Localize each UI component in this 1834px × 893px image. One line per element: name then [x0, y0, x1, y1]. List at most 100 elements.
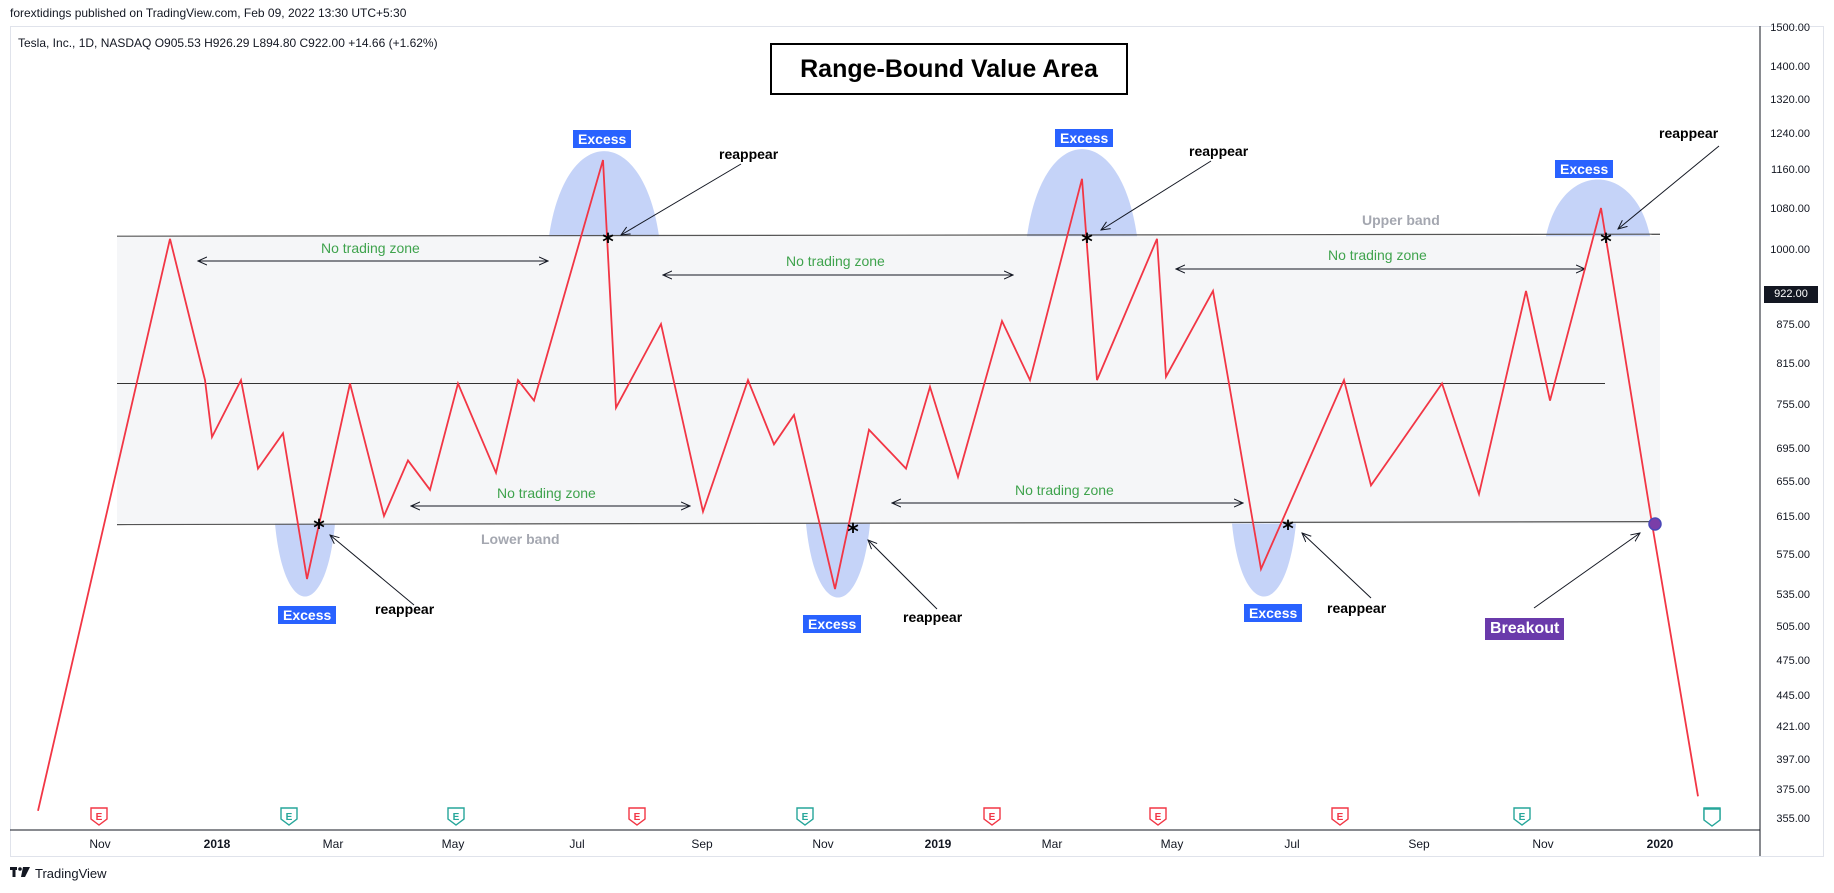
earnings-icon [90, 807, 108, 826]
earnings-icon [983, 807, 1001, 826]
y-tick-label: 615.00 [1776, 511, 1810, 523]
x-tick-label: 2019 [925, 837, 952, 851]
reappear-label: reappear [1189, 143, 1249, 159]
upper-band-label: Upper band [1362, 212, 1440, 228]
annotation-arrow [1302, 533, 1372, 599]
reappear-label: reappear [1659, 125, 1719, 141]
earnings-icon [1331, 807, 1349, 826]
x-tick-label: May [442, 837, 465, 851]
reappear-marker: * [1282, 517, 1294, 542]
tradingview-logo-icon [10, 866, 30, 881]
y-tick-label: 475.00 [1776, 655, 1810, 667]
x-tick-label: Mar [323, 837, 344, 851]
price-series-line [37, 159, 1699, 812]
x-tick-label: Sep [691, 837, 713, 851]
y-tick-label: 1240.00 [1770, 128, 1810, 140]
tradingview-logo-text: TradingView [35, 866, 107, 881]
earnings-icon-label: E [1155, 812, 1162, 823]
earnings-icon [447, 807, 465, 826]
x-tick-label: Nov [812, 837, 833, 851]
earnings-icon-label: E [286, 812, 293, 823]
lower-band-line [116, 520, 1661, 526]
excess-badge: Excess [803, 615, 862, 633]
x-tick-label: Mar [1042, 837, 1063, 851]
breakout-point [1648, 517, 1662, 531]
y-tick-label: 1080.00 [1770, 203, 1810, 215]
publish-header: forextidings published on TradingView.co… [10, 6, 407, 20]
annotation-arrow [1533, 533, 1640, 609]
earnings-icon [796, 807, 814, 826]
symbol-info: Tesla, Inc., 1D, NASDAQ O905.53 H926.29 … [18, 36, 438, 50]
chart-frame [10, 26, 1824, 857]
annotation-arrow [1618, 145, 1720, 229]
earnings-icon [1513, 807, 1531, 826]
x-tick-label: Nov [1532, 837, 1553, 851]
y-tick-label: 1000.00 [1770, 244, 1810, 256]
reappear-label: reappear [719, 146, 779, 162]
reappear-marker: * [847, 520, 859, 545]
earnings-icon-label: E [989, 812, 996, 823]
y-tick-label: 375.00 [1776, 784, 1810, 796]
no-trading-zone-label: No trading zone [1328, 247, 1427, 263]
y-tick-label: 1400.00 [1770, 61, 1810, 73]
y-tick-label: 875.00 [1776, 319, 1810, 331]
no-trading-zone-label: No trading zone [497, 485, 596, 501]
last-price-tag: 922.00 [1764, 286, 1818, 303]
earnings-icon [1703, 808, 1721, 827]
y-tick-label: 1500.00 [1770, 22, 1810, 34]
no-trading-zone-label: No trading zone [1015, 482, 1114, 498]
excess-badge: Excess [278, 606, 337, 624]
y-tick-label: 755.00 [1776, 399, 1810, 411]
chart-title: Range-Bound Value Area [770, 43, 1128, 95]
reappear-label: reappear [903, 609, 963, 625]
value-area-band [117, 236, 1660, 524]
annotation-arrow [621, 163, 742, 235]
y-tick-label: 445.00 [1776, 690, 1810, 702]
earnings-icon-label: E [453, 812, 460, 823]
reappear-marker: * [602, 230, 614, 255]
y-tick-label: 1320.00 [1770, 94, 1810, 106]
y-tick-label: 421.00 [1776, 721, 1810, 733]
y-tick-label: 575.00 [1776, 549, 1810, 561]
y-tick-label: 695.00 [1776, 443, 1810, 455]
no-trading-zone-label: No trading zone [321, 240, 420, 256]
excess-area [806, 523, 870, 598]
x-tick-label: Sep [1408, 837, 1430, 851]
x-tick-label: 2020 [1647, 837, 1674, 851]
reappear-marker: * [1600, 230, 1612, 255]
y-tick-label: 1160.00 [1771, 164, 1810, 176]
no-trading-zone-label: No trading zone [786, 253, 885, 269]
annotation-arrow [330, 535, 415, 606]
y-tick-label: 355.00 [1776, 813, 1810, 825]
breakout-badge: Breakout [1485, 618, 1565, 640]
earnings-icon [1149, 807, 1167, 826]
excess-badge: Excess [573, 130, 632, 148]
reappear-marker: * [313, 516, 325, 541]
earnings-icon [628, 807, 646, 826]
y-tick-label: 397.00 [1776, 754, 1810, 766]
x-tick-label: Jul [1284, 837, 1299, 851]
earnings-icon-label: E [1337, 812, 1344, 823]
annotation-arrow [1101, 160, 1212, 230]
tradingview-footer[interactable]: TradingView [10, 866, 107, 881]
reappear-marker: * [1081, 230, 1093, 255]
earnings-icon [280, 807, 298, 826]
x-tick-label: Nov [89, 837, 110, 851]
lower-band-label: Lower band [481, 531, 560, 547]
excess-area [275, 523, 335, 597]
excess-badge: Excess [1555, 160, 1614, 178]
y-tick-label: 655.00 [1776, 476, 1810, 488]
earnings-icon-label: E [802, 812, 809, 823]
earnings-icon-label: E [1519, 812, 1526, 823]
y-tick-label: 535.00 [1776, 589, 1810, 601]
earnings-icon-label: E [634, 812, 641, 823]
excess-area [1546, 179, 1650, 237]
excess-badge: Excess [1055, 129, 1114, 147]
upper-band-line [116, 233, 1661, 237]
y-tick-label: 505.00 [1776, 621, 1810, 633]
x-tick-label: Jul [569, 837, 584, 851]
y-tick-label: 815.00 [1776, 358, 1810, 370]
excess-badge: Excess [1244, 604, 1303, 622]
reappear-label: reappear [375, 601, 435, 617]
